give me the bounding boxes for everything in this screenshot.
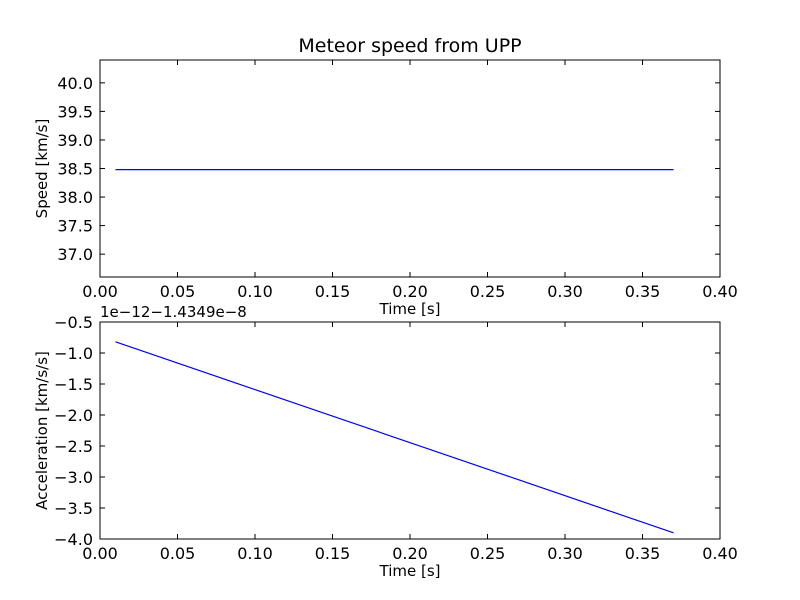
acceleration-y-tick-label: −1.0	[54, 344, 93, 363]
acceleration-y-tick-label: −1.5	[54, 375, 93, 394]
speed-y-tick-label: 39.0	[57, 131, 93, 150]
acceleration-x-tick-label: 0.40	[702, 544, 738, 563]
speed-y-tick-label: 38.5	[57, 160, 93, 179]
speed-x-tick-label: 0.20	[392, 282, 428, 301]
acceleration-y-tick-label: −0.5	[54, 313, 93, 332]
acceleration-x-tick-label: 0.35	[625, 544, 661, 563]
speed-y-tick-label: 39.5	[57, 102, 93, 121]
acceleration-y-tick-label: −4.0	[54, 530, 93, 549]
acceleration-x-axis-label: Time [s]	[379, 562, 441, 580]
acceleration-y-tick-label: −2.5	[54, 437, 93, 456]
speed-subplot: 0.00 0.05 0.10 0.15 0.20 0.25 0.30 0.35 0.40 37.0…	[33, 59, 738, 318]
speed-y-tick-label: 37.0	[57, 245, 93, 264]
speed-x-tick-label: 0.10	[237, 282, 273, 301]
speed-y-tick-label: 37.5	[57, 217, 93, 236]
speed-y-tick-label: 38.0	[57, 188, 93, 207]
speed-y-axis-label: Speed [km/s]	[33, 119, 51, 219]
chart-title: Meteor speed from UPP	[298, 35, 521, 57]
speed-x-tick-label: 0.15	[315, 282, 351, 301]
acceleration-x-tick-label: 0.20	[392, 544, 428, 563]
speed-x-tick-label: 0.25	[470, 282, 506, 301]
acceleration-y-tick-label: −2.0	[54, 406, 93, 425]
acceleration-y-axis-label: Acceleration [km/s/s]	[33, 351, 51, 510]
acceleration-x-tick-label: 0.30	[547, 544, 583, 563]
acceleration-x-tick-label: 0.15	[315, 544, 351, 563]
speed-x-tick-label: 0.40	[702, 282, 738, 301]
acceleration-y-tick-label: −3.5	[54, 499, 93, 518]
acceleration-axes-frame	[99, 321, 721, 540]
acceleration-y-tick-label: −3.0	[54, 468, 93, 487]
speed-x-tick-label: 0.35	[625, 282, 661, 301]
speed-x-tick-label: 0.00	[82, 282, 118, 301]
acceleration-x-tick-label: 0.25	[470, 544, 506, 563]
acceleration-x-tick-label: 0.05	[160, 544, 196, 563]
speed-x-tick-label: 0.30	[547, 282, 583, 301]
speed-x-axis-label: Time [s]	[379, 300, 441, 318]
acceleration-x-tick-label: 0.00	[82, 544, 118, 563]
acceleration-series-line	[115, 341, 674, 534]
acceleration-subplot: 0.00 0.05 0.10 0.15 0.20 0.25 0.30 0.35 0.40 −0.5…	[33, 303, 738, 580]
speed-y-tick-label: 40.0	[57, 74, 93, 93]
speed-x-tick-label: 0.05	[160, 282, 196, 301]
acceleration-x-tick-label: 0.10	[237, 544, 273, 563]
speed-axes-frame	[99, 59, 721, 278]
acceleration-axis-offset-label: 1e−12−1.4349e−8	[100, 303, 247, 321]
